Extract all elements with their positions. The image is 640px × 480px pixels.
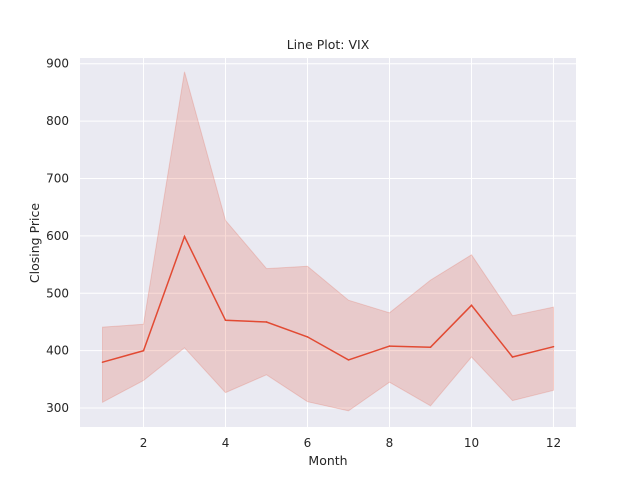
data-point bbox=[224, 319, 227, 322]
y-tick-label: 900 bbox=[46, 57, 69, 71]
x-axis-label: Month bbox=[308, 453, 347, 468]
y-tick-label: 500 bbox=[46, 286, 69, 300]
x-tick-label: 12 bbox=[546, 436, 561, 450]
x-tick-label: 10 bbox=[464, 436, 479, 450]
chart-title: Line Plot: VIX bbox=[287, 37, 370, 52]
data-point bbox=[347, 359, 350, 361]
data-point bbox=[470, 304, 473, 307]
x-tick-label: 2 bbox=[140, 436, 148, 450]
y-tick-label: 400 bbox=[46, 344, 69, 358]
confidence-band bbox=[102, 71, 554, 412]
data-points bbox=[101, 235, 555, 363]
x-tick-label: 6 bbox=[304, 436, 312, 450]
data-point bbox=[142, 349, 145, 352]
x-tick-label: 4 bbox=[222, 436, 230, 450]
series-line bbox=[102, 234, 554, 363]
y-tick-label: 600 bbox=[46, 229, 69, 243]
y-axis-label: Closing Price bbox=[27, 203, 42, 283]
data-point bbox=[429, 346, 432, 349]
data-point bbox=[306, 336, 309, 338]
data-point bbox=[265, 321, 268, 323]
data-point bbox=[552, 345, 555, 348]
y-tick-labels: 300 400 500 600 700 800 900 bbox=[46, 57, 69, 415]
plot-background bbox=[80, 58, 576, 427]
data-point bbox=[183, 235, 186, 238]
grid-lines bbox=[80, 58, 576, 427]
data-point bbox=[388, 345, 391, 347]
data-point bbox=[511, 356, 514, 358]
y-tick-label: 300 bbox=[46, 401, 69, 415]
y-tick-label: 700 bbox=[46, 172, 69, 186]
x-tick-label: 8 bbox=[386, 436, 394, 450]
data-point bbox=[101, 361, 104, 363]
x-tick-labels: 2 4 6 8 10 12 bbox=[140, 436, 561, 450]
y-tick-label: 800 bbox=[46, 114, 69, 128]
